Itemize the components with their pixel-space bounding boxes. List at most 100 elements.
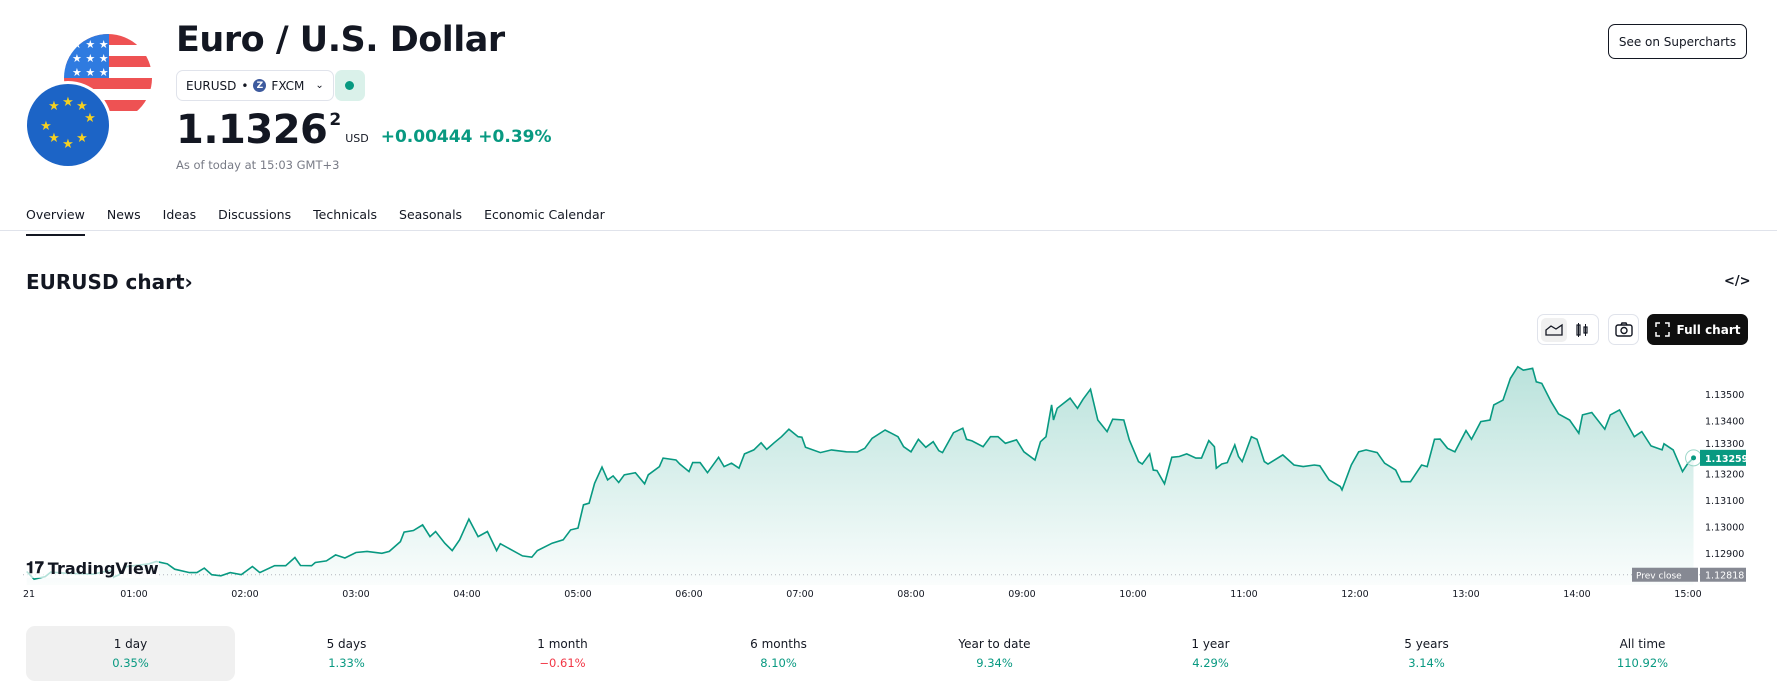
x-tick-label: 06:00 [675,589,702,600]
prev-close-value-tag [1700,567,1746,582]
period-change: 8.10% [760,656,797,670]
tab-seasonals[interactable]: Seasonals [399,207,463,222]
x-tick-label: 10:00 [1119,589,1146,600]
svg-text:★: ★ [40,119,52,134]
price-change: +0.00444 +0.39% [380,127,552,147]
page-title: Euro / U.S. Dollar [176,20,505,60]
last-point [1691,455,1697,461]
period-label: 1 day [113,637,148,651]
period-label: 1 month [537,637,588,651]
x-tick-label: 02:00 [231,589,258,600]
period-1-year[interactable]: 1 year 4.29% [1106,626,1315,681]
performance-periods: 1 day 0.35% 5 days 1.33% 1 month −0.61% 6 mont… [26,626,1747,681]
svg-text:★: ★ [48,99,60,114]
tab-overview[interactable]: Overview [26,207,85,236]
chart-type-toggle [1537,314,1599,345]
period-change: 9.34% [976,656,1013,670]
tradingview-wordmark: TradingView [47,558,159,578]
x-tick-label: 14:00 [1563,589,1590,600]
period-label: 1 year [1191,637,1230,651]
period-label: 5 days [326,637,367,651]
x-tick-label: 08:00 [897,589,924,600]
svg-text:★: ★ [62,95,74,110]
last-price-tag-label: 1.13259 [1705,454,1748,465]
period-1-month[interactable]: 1 month −0.61% [458,626,667,681]
y-tick-label: 1.13500 [1705,390,1744,401]
last-price-fraction: 2 [329,110,342,130]
svg-text:★ ★ ★: ★ ★ ★ [72,52,109,65]
tab-divider [0,230,1777,231]
period-6-months[interactable]: 6 months 8.10% [674,626,883,681]
period-label: 5 years [1404,637,1449,651]
period-year-to-date[interactable]: Year to date 9.34% [890,626,1099,681]
period-change: 3.14% [1408,656,1445,670]
tab-ideas[interactable]: Ideas [162,207,197,222]
as-of-timestamp: As of today at 15:03 GMT+3 [176,158,340,172]
last-price-tag [1700,449,1746,466]
period-label: 6 months [750,637,807,651]
tab-discussions[interactable]: Discussions [218,207,292,222]
svg-text:★: ★ [48,131,60,146]
chart-title-link[interactable]: EURUSD chart› [26,270,193,294]
last-price: 1.1326 [176,107,328,153]
y-tick-label: 1.13400 [1705,417,1744,428]
period-5-days[interactable]: 5 days 1.33% [242,626,451,681]
svg-text:★: ★ [76,99,88,114]
x-tick-label: 04:00 [453,589,480,600]
tab-technicals[interactable]: Technicals [313,207,378,222]
x-tick-label: 13:00 [1452,589,1479,600]
full-chart-button[interactable]: Full chart [1647,314,1748,345]
currency-label: USD [345,132,369,145]
period-5-years[interactable]: 5 years 3.14% [1322,626,1531,681]
svg-text:★ ★ ★: ★ ★ ★ [72,66,109,79]
chart-title: EURUSD chart [26,270,185,294]
y-tick-label: 1.13200 [1705,470,1744,481]
euro-usd-flags-logo: ★ ★ ★★ ★ ★★ ★ ★ ★ ★★★★★★★ [24,34,152,167]
y-tick-label: 1.13300 [1705,439,1744,450]
symbol-label: EURUSD [186,78,237,93]
symbol-exchange-selector[interactable]: EURUSD • Z FXCM ⌄ [176,70,334,101]
period-1-day[interactable]: 1 day 0.35% [26,626,235,681]
period-label: Year to date [958,637,1031,651]
y-tick-label: 1.12900 [1705,549,1744,560]
prev-close-value: 1.12818 [1705,571,1744,582]
snapshot-camera-icon[interactable] [1608,314,1639,345]
x-tick-label: 12:00 [1341,589,1368,600]
chevron-down-icon: ⌄ [315,80,324,91]
price-row: 1.1326 2 USD +0.00444 +0.39% [176,106,552,154]
period-change: 4.29% [1192,656,1229,670]
see-on-supercharts-button[interactable]: See on Supercharts [1608,24,1747,59]
period-change: 110.92% [1616,656,1669,670]
x-tick-label: 09:00 [1008,589,1035,600]
period-change: 0.35% [112,656,149,670]
x-tick-label: 07:00 [786,589,813,600]
tradingview-watermark[interactable]: 𝟏𝟕 TradingView [26,558,159,578]
area-fill [26,366,1694,585]
tab-news[interactable]: News [106,207,141,222]
full-chart-label: Full chart [1676,322,1741,337]
exchange-icon: Z [253,79,267,92]
separator: • [241,78,249,93]
period-change: 1.33% [328,656,365,670]
market-status-indicator[interactable] [335,70,365,101]
x-tick-label: 01:00 [120,589,147,600]
candlestick-chart-icon[interactable] [1569,318,1595,342]
tab-bar: Overview News Ideas Discussions Technica… [26,207,627,236]
price-line [26,365,1695,581]
x-tick-label: 05:00 [564,589,591,600]
tab-economic-calendar[interactable]: Economic Calendar [484,207,605,222]
y-tick-label: 1.13100 [1705,496,1744,507]
svg-text:★: ★ [62,137,74,152]
y-tick-label: 1.13000 [1705,523,1744,534]
fullscreen-icon [1654,322,1670,337]
x-tick-label: 11:00 [1230,589,1257,600]
x-tick-label: 15:00 [1674,589,1701,600]
area-chart-icon[interactable] [1541,318,1567,342]
embed-code-icon[interactable]: </> [1724,274,1751,289]
prev-close-tag [1632,567,1698,582]
x-tick-label: 03:00 [342,589,369,600]
svg-text:★: ★ [84,111,96,126]
period-all-time[interactable]: All time 110.92% [1538,626,1747,681]
market-open-dot-icon [345,81,354,90]
